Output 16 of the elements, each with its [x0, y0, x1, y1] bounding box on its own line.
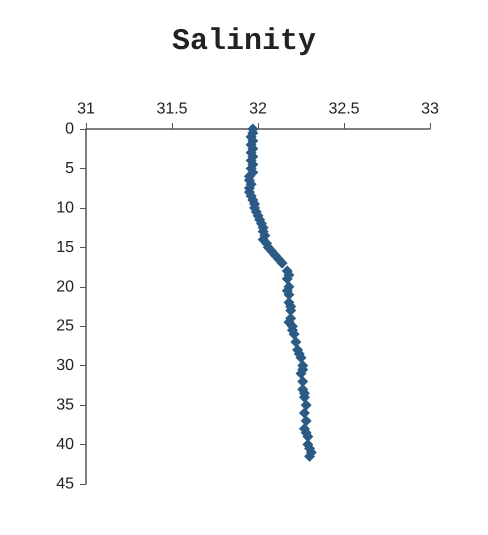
y-tick-label: 5	[65, 160, 74, 177]
y-tick-label: 10	[56, 199, 74, 216]
x-tick-label: 31	[77, 100, 95, 118]
y-tick-label: 15	[56, 238, 74, 256]
y-tick-label: 30	[56, 357, 74, 374]
x-tick-label: 32.5	[328, 100, 360, 118]
y-tick-label: 45	[56, 476, 74, 492]
x-tick-label: 32	[249, 100, 267, 118]
x-tick-label: 31.5	[156, 100, 188, 118]
y-tick-label: 40	[56, 436, 74, 454]
y-tick-label: 20	[56, 278, 74, 296]
x-tick-label: 33	[421, 100, 439, 118]
y-tick-label: 0	[65, 120, 74, 138]
y-tick-label: 25	[56, 318, 74, 335]
y-tick-label: 35	[56, 396, 74, 414]
chart-title: Salinity	[172, 25, 316, 59]
